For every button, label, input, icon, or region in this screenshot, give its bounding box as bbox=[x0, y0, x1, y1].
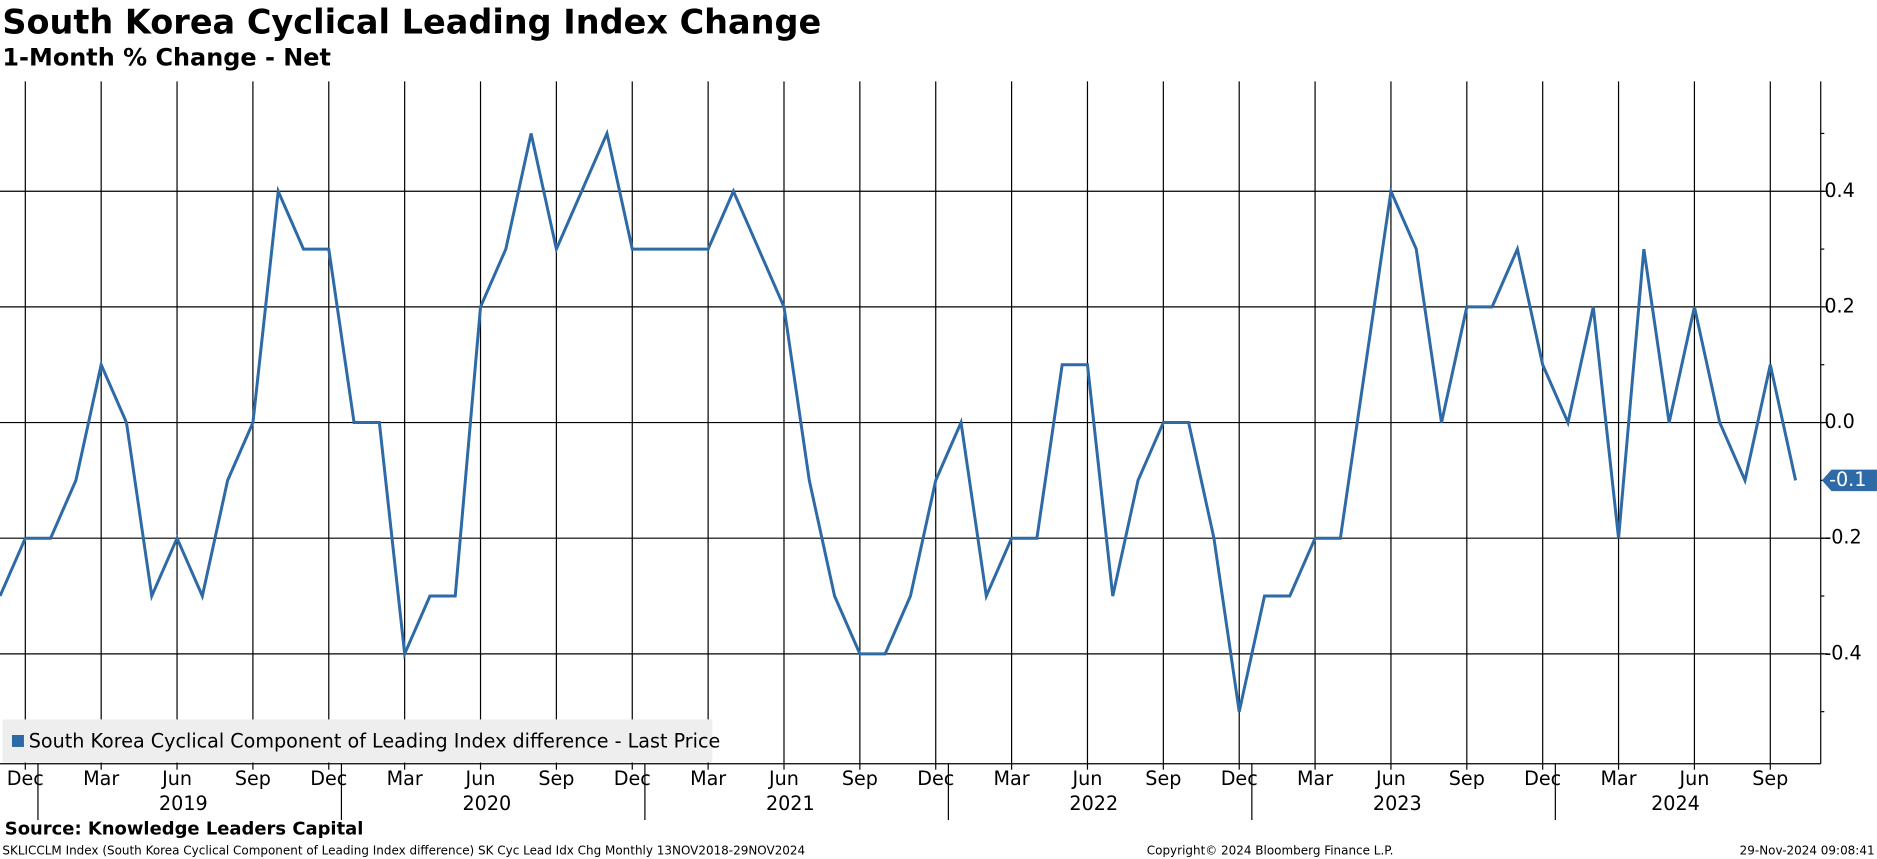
x-tick-label: Dec bbox=[1524, 767, 1561, 790]
y-tick-label: 0.0 bbox=[1824, 410, 1854, 433]
x-tick-label: Dec bbox=[1221, 767, 1258, 790]
x-tick-label: Sep bbox=[1449, 767, 1485, 790]
x-tick-label: Jun bbox=[1678, 767, 1709, 790]
x-tick-label: Dec bbox=[614, 767, 651, 790]
year-label: 2023 bbox=[1373, 792, 1422, 815]
year-label: 2019 bbox=[159, 792, 208, 815]
footer-right: 29-Nov-2024 09:08:41 bbox=[1740, 844, 1875, 858]
year-label: 2024 bbox=[1651, 792, 1700, 815]
x-tick-label: Mar bbox=[387, 767, 423, 790]
x-tick-label: Sep bbox=[1752, 767, 1788, 790]
year-label: 2022 bbox=[1069, 792, 1118, 815]
x-tick-label: Dec bbox=[7, 767, 44, 790]
x-tick-label: Dec bbox=[310, 767, 347, 790]
y-tick-label: -0.2 bbox=[1824, 526, 1861, 549]
x-tick-label: Jun bbox=[1375, 767, 1406, 790]
x-tick-label: Mar bbox=[690, 767, 726, 790]
x-tick-label: Jun bbox=[1072, 767, 1103, 790]
legend-box bbox=[2, 719, 713, 763]
legend-label: South Korea Cyclical Component of Leadin… bbox=[29, 730, 721, 753]
year-label: 2021 bbox=[766, 792, 815, 815]
last-value-tag bbox=[1821, 469, 1877, 492]
x-tick-label: Mar bbox=[1600, 767, 1636, 790]
chart-title: South Korea Cyclical Leading Index Chang… bbox=[2, 2, 821, 41]
x-tick-label: Dec bbox=[917, 767, 954, 790]
x-tick-label: Mar bbox=[994, 767, 1030, 790]
x-tick-label: Mar bbox=[83, 767, 119, 790]
x-tick-label: Sep bbox=[235, 767, 271, 790]
x-tick-label: Sep bbox=[842, 767, 878, 790]
x-tick-label: Mar bbox=[1297, 767, 1333, 790]
source: Source: Knowledge Leaders Capital bbox=[5, 819, 364, 840]
x-tick-label: Jun bbox=[161, 767, 192, 790]
footer-center: Copyright© 2024 Bloomberg Finance L.P. bbox=[1147, 844, 1394, 858]
x-tick-label: Sep bbox=[538, 767, 574, 790]
year-label: 2020 bbox=[462, 792, 511, 815]
line-series bbox=[0, 128, 1798, 712]
last-value-label: -0.1 bbox=[1829, 468, 1866, 491]
x-tick-label: Jun bbox=[465, 767, 496, 790]
y-tick-label: 0.2 bbox=[1824, 294, 1854, 317]
chart-subtitle: 1-Month % Change - Net bbox=[2, 44, 331, 72]
footer-left: SKLICCLM Index (South Korea Cyclical Com… bbox=[2, 844, 805, 858]
x-tick-label: Jun bbox=[768, 767, 799, 790]
y-tick-label: -0.4 bbox=[1824, 641, 1861, 664]
x-tick-label: Sep bbox=[1145, 767, 1181, 790]
y-tick-label: 0.4 bbox=[1824, 179, 1854, 202]
legend-swatch bbox=[11, 734, 24, 747]
